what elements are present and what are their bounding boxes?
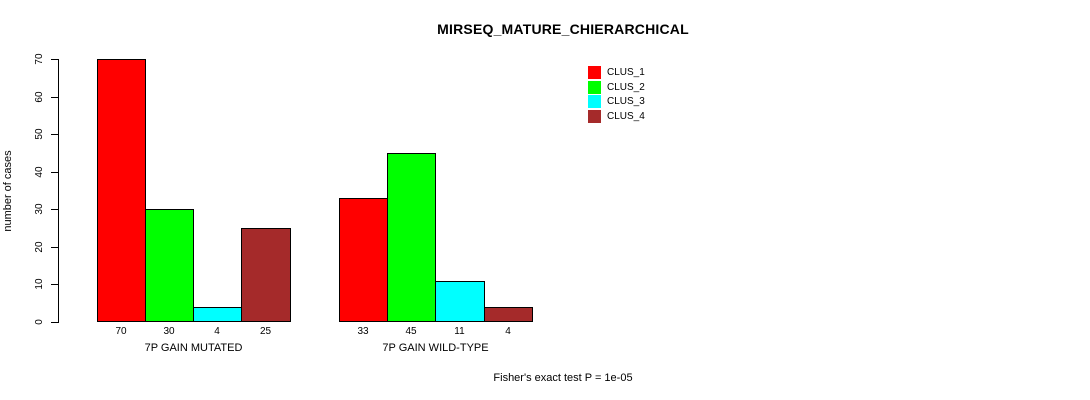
legend-item-clus_3: CLUS_3	[588, 95, 645, 108]
legend-swatch-icon	[588, 95, 601, 108]
y-axis-tick-label: 50	[34, 128, 45, 140]
y-axis-tick-label: 0	[34, 319, 45, 325]
legend-label: CLUS_4	[607, 110, 645, 122]
y-axis-tick	[51, 247, 58, 248]
bar-value-label: 4	[214, 326, 220, 337]
bar-clus_3-1	[193, 307, 242, 322]
legend: CLUS_1 CLUS_2 CLUS_3 CLUS_4	[588, 66, 645, 124]
legend-label: CLUS_3	[607, 96, 645, 107]
y-axis-tick-label: 30	[34, 203, 45, 215]
y-axis-tick	[51, 59, 58, 60]
y-axis-tick-label: 40	[34, 166, 45, 178]
bar-value-label: 25	[259, 326, 272, 337]
legend-label: CLUS_2	[607, 81, 645, 93]
y-axis-tick-label: 60	[34, 91, 45, 103]
y-axis-tick	[51, 322, 58, 323]
footnote-text: Fisher's exact test P = 1e-05	[493, 372, 633, 384]
bar-value-label: 4	[505, 326, 511, 337]
y-axis-tick-label: 70	[34, 53, 45, 65]
bar-clus_3-2	[435, 281, 485, 322]
y-axis-tick-label: 20	[34, 241, 45, 253]
y-axis-tick	[51, 97, 58, 98]
y-axis-tick-label: 10	[34, 278, 45, 290]
bar-clus_2-2	[387, 153, 436, 322]
bar-clus_4-1	[241, 228, 291, 322]
legend-item-clus_4: CLUS_4	[588, 109, 645, 123]
legend-swatch-icon	[588, 109, 601, 123]
x-axis-group-label: 7P GAIN MUTATED	[144, 342, 243, 354]
y-axis-tick	[51, 284, 58, 285]
y-axis-tick	[51, 209, 58, 210]
legend-label: CLUS_1	[607, 67, 645, 78]
y-axis-tick	[51, 172, 58, 173]
x-axis-group-label: 7P GAIN WILD-TYPE	[382, 342, 489, 354]
bar-value-label: 45	[405, 326, 417, 337]
y-axis-line	[58, 59, 59, 323]
bar-clus_4-2	[484, 307, 533, 322]
bar-value-label: 70	[115, 326, 127, 337]
legend-item-clus_2: CLUS_2	[588, 80, 645, 94]
bar-value-label: 30	[163, 326, 175, 337]
legend-swatch-icon	[588, 80, 601, 94]
bar-value-label: 33	[357, 326, 369, 337]
bar-clus_1-1	[97, 59, 146, 322]
legend-item-clus_1: CLUS_1	[588, 66, 645, 79]
bar-clus_1-2	[339, 198, 388, 322]
chart-title: MIRSEQ_MATURE_CHIERARCHICAL	[437, 21, 689, 37]
legend-swatch-icon	[588, 66, 601, 79]
y-axis-tick	[51, 134, 58, 135]
bar-clus_2-1	[145, 209, 194, 322]
bar-value-label: 11	[454, 326, 465, 337]
